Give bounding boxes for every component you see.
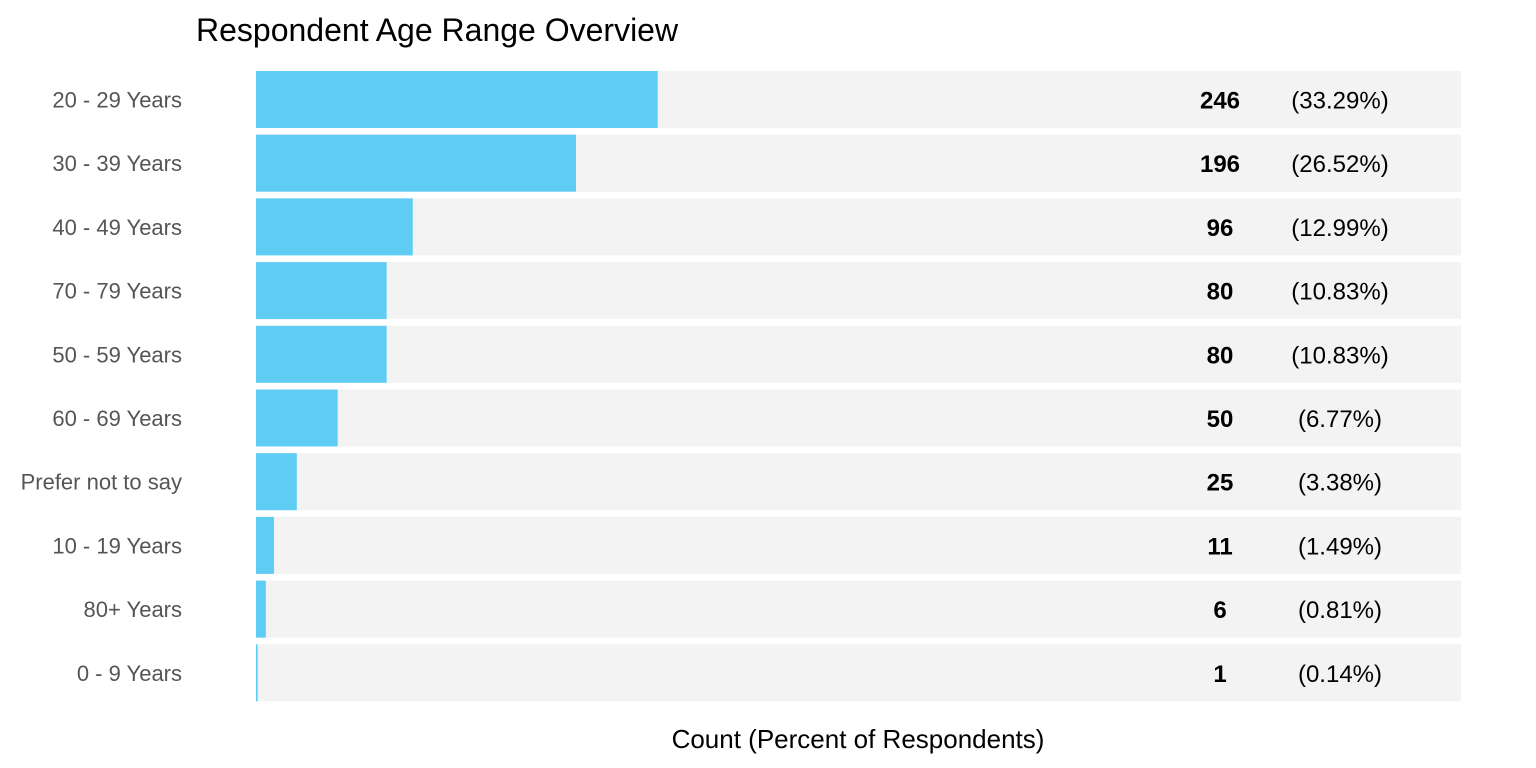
x-axis-label: Count (Percent of Respondents) xyxy=(672,724,1045,754)
bar-track xyxy=(256,325,1461,383)
percent-label: (26.52%) xyxy=(1291,151,1388,178)
bar-track xyxy=(256,516,1461,574)
bar xyxy=(256,453,297,511)
count-label: 1 xyxy=(1213,661,1226,688)
percent-label: (6.77%) xyxy=(1298,406,1382,433)
percent-label: (33.29%) xyxy=(1291,88,1388,115)
percent-label: (1.49%) xyxy=(1298,533,1382,560)
bar xyxy=(256,134,577,192)
bar-track xyxy=(256,262,1461,320)
bar xyxy=(256,389,338,447)
percent-label: (12.99%) xyxy=(1291,215,1388,242)
category-label: 60 - 69 Years xyxy=(52,406,182,431)
bar xyxy=(256,516,274,574)
bar xyxy=(256,325,387,383)
count-label: 246 xyxy=(1200,88,1240,115)
count-label: 50 xyxy=(1207,406,1234,433)
percent-label: (3.38%) xyxy=(1298,470,1382,497)
chart-title: Respondent Age Range Overview xyxy=(196,12,679,48)
count-label: 25 xyxy=(1207,470,1234,497)
category-label: 50 - 59 Years xyxy=(52,342,182,367)
percent-label: (10.83%) xyxy=(1291,342,1388,369)
count-label: 80 xyxy=(1207,342,1234,369)
bar-track xyxy=(256,644,1461,702)
category-label: 20 - 29 Years xyxy=(52,88,182,113)
category-label: 70 - 79 Years xyxy=(52,279,182,304)
bar xyxy=(256,580,266,638)
count-label: 80 xyxy=(1207,279,1234,306)
bar xyxy=(256,198,413,256)
count-label: 11 xyxy=(1207,533,1232,560)
category-label: 10 - 19 Years xyxy=(52,533,182,558)
category-label: 30 - 39 Years xyxy=(52,151,182,176)
percent-label: (0.81%) xyxy=(1298,597,1382,624)
percent-label: (10.83%) xyxy=(1291,279,1388,306)
bar xyxy=(256,644,258,702)
bar xyxy=(256,71,658,128)
bar-track xyxy=(256,453,1461,511)
bar-rows: 20 - 29 Years 246 (33.29%)30 - 39 Years 196… xyxy=(21,71,1461,702)
bar-track xyxy=(256,389,1461,447)
bar xyxy=(256,262,387,320)
category-label: 80+ Years xyxy=(84,597,182,622)
count-label: 6 xyxy=(1213,597,1226,624)
category-label: 40 - 49 Years xyxy=(52,215,182,240)
category-label: Prefer not to say xyxy=(21,470,182,495)
bar-track xyxy=(256,198,1461,256)
percent-label: (0.14%) xyxy=(1298,661,1382,688)
count-label: 96 xyxy=(1207,215,1234,242)
bar-track xyxy=(256,580,1461,638)
category-label: 0 - 9 Years xyxy=(77,661,182,686)
count-label: 196 xyxy=(1200,151,1240,178)
